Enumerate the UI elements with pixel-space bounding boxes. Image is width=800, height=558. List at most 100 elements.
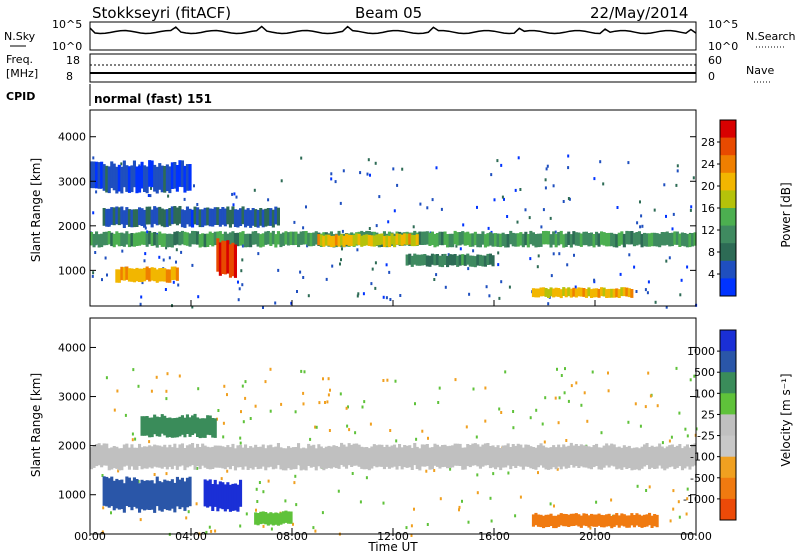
power-band-6-cell [122,210,126,228]
power-band-0-cell [127,233,131,248]
y-tick-label: 1000 [58,264,86,277]
power-band-0-cell [685,233,689,248]
power-band-1-cell [160,268,164,282]
power-band-3-cell [380,233,384,245]
power-band-0-cell [592,234,596,248]
velocity-band-3-cell [640,515,644,528]
velocity-speckle [220,477,223,481]
power-band-7-cell [107,166,111,194]
y-tick-label: 4000 [58,341,86,354]
velocity-band-0-cell [400,447,404,470]
velocity-speckle [267,479,270,483]
velocity-band-0-cell [625,446,629,469]
velocity-band-0-cell [329,446,333,469]
power-speckle [540,225,543,229]
power-band-1-cell [122,267,126,281]
power-band-5-cell [590,289,594,298]
power-band-4-cell [408,253,412,265]
nsky-line [89,25,697,35]
velocity-band-0-cell [458,443,462,466]
velocity-band-3-cell [620,513,624,526]
velocity-band-4-cell [261,511,265,524]
velocity-band-0-cell [486,443,490,466]
velocity-band-0-cell [685,444,689,467]
velocity-speckle [303,370,306,374]
velocity-band-3-cell [592,514,596,527]
velocity-speckle [394,379,397,383]
power-band-5-cell [539,287,543,297]
velocity-speckle [537,471,539,475]
velocity-band-0-cell [602,445,606,468]
power-speckle [235,195,238,199]
power-band-0-cell [125,231,129,245]
power-band-0-cell [289,231,293,245]
power-band-3-cell [327,234,331,246]
velocity-band-0-cell [107,448,111,471]
y-tick-label: 3000 [58,391,86,404]
power-band-0-cell [446,234,450,248]
power-band-0-cell [153,232,157,246]
power-speckle [233,192,236,196]
power-band-4-cell [441,256,445,268]
colorbar-swatch [720,190,736,209]
velocity-band-4-cell [266,513,270,526]
power-band-3-cell [360,235,364,247]
velocity-band-5-cell [201,418,205,438]
power-speckle [663,183,666,187]
power-speckle [253,188,256,192]
velocity-band-0-cell [536,445,540,468]
velocity-band-0-cell [562,444,566,467]
power-band-0-cell [254,231,258,245]
power-band-4-cell [453,254,457,266]
velocity-speckle [589,526,592,530]
power-speckle [675,183,678,187]
power-band-5-cell [552,288,556,298]
velocity-band-0-cell [299,448,303,471]
power-band-0-cell [670,232,674,247]
power-band-5-cell [615,288,619,298]
power-speckle [536,265,539,269]
velocity-speckle [294,474,297,478]
power-speckle [665,305,668,309]
velocity-band-0-cell [410,447,414,470]
power-speckle [514,188,517,192]
power-band-0-cell [425,231,429,245]
power-band-7-cell [122,160,126,188]
power-band-4-cell [438,255,442,267]
velocity-band-3-cell [648,512,652,526]
velocity-speckle [575,381,578,385]
velocity-band-5-cell [211,418,215,438]
power-speckle [459,247,462,251]
velocity-speckle [239,441,242,445]
velocity-band-0-cell [110,447,114,470]
power-band-0-cell [569,234,573,248]
power-band-0-cell [221,233,225,248]
velocity-speckle [672,489,675,493]
power-band-1-cell [132,268,136,283]
power-band-0-cell [665,231,669,245]
station-title: Stokkseyri (fitACF) [92,4,231,22]
velocity-speckle [475,435,478,439]
power-speckle [237,280,239,284]
power-colorbar-label: Power [dB] [779,182,793,247]
power-band-0-cell [587,233,591,247]
power-speckle [378,195,381,199]
power-band-0-cell [115,231,119,245]
power-band-7-cell [153,164,157,192]
power-band-7-cell [175,165,179,192]
colorbar-tick-label: 20 [701,180,715,193]
power-speckle [120,162,123,166]
velocity-band-0-cell [365,447,369,470]
velocity-band-0-cell [519,444,523,467]
power-speckle [545,167,548,171]
velocity-band-0-cell [413,443,417,466]
velocity-band-3-cell [567,514,571,527]
power-band-4-cell [415,254,419,266]
velocity-band-0-cell [683,446,687,469]
y-tick-label: 2000 [58,440,86,453]
velocity-speckle [564,367,566,371]
velocity-speckle [148,440,151,444]
power-band-6-cell [165,209,169,227]
power-speckle [419,202,422,206]
power-band-3-cell [357,233,361,245]
